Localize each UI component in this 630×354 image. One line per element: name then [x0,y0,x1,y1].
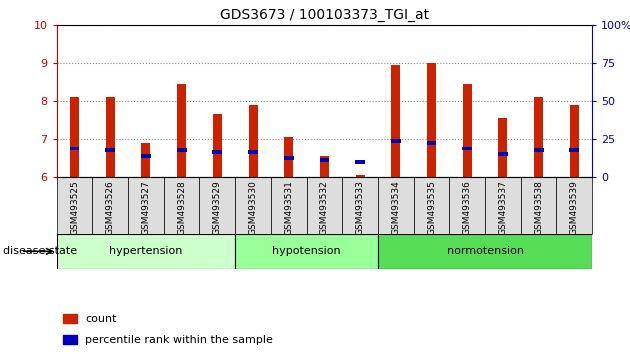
Bar [462,147,472,150]
Bar [70,97,79,177]
Text: GSM493532: GSM493532 [320,180,329,235]
Text: count: count [85,314,117,324]
Bar [556,177,592,234]
Bar [378,177,414,234]
Bar [355,160,365,164]
Text: disease state: disease state [3,246,77,256]
Bar [570,105,579,177]
Bar [249,105,258,177]
Bar [414,177,449,234]
Text: GSM493536: GSM493536 [463,180,472,235]
Text: GSM493526: GSM493526 [106,180,115,235]
Bar [284,156,294,160]
Text: GSM493531: GSM493531 [284,180,293,235]
Bar [356,175,365,177]
Bar [142,143,151,177]
Bar [570,148,579,152]
Bar [319,158,329,162]
Text: percentile rank within the sample: percentile rank within the sample [85,335,273,345]
Bar [427,63,436,177]
Bar [213,114,222,177]
Bar [105,148,115,152]
Text: GSM493534: GSM493534 [391,180,400,235]
Bar [284,137,293,177]
Bar [248,150,258,154]
Text: GSM493535: GSM493535 [427,180,436,235]
Text: GSM493527: GSM493527 [142,180,151,235]
Bar [521,177,556,234]
Bar [271,177,307,234]
Text: GSM493529: GSM493529 [213,180,222,235]
Title: GDS3673 / 100103373_TGI_at: GDS3673 / 100103373_TGI_at [220,8,429,22]
Bar [106,97,115,177]
Text: hypertension: hypertension [109,246,183,256]
Bar [449,177,485,234]
Text: GSM493528: GSM493528 [177,180,186,235]
Bar [498,118,507,177]
Text: GSM493537: GSM493537 [498,180,507,235]
Bar [307,177,342,234]
Bar [128,177,164,234]
Bar [164,177,200,234]
Bar [200,177,235,234]
Bar [141,154,151,158]
Bar [70,147,79,150]
Bar [177,84,186,177]
Bar [177,148,186,152]
Text: GSM493538: GSM493538 [534,180,543,235]
Bar [498,152,508,156]
Text: hypotension: hypotension [272,246,341,256]
Bar [342,177,378,234]
Text: GSM493533: GSM493533 [356,180,365,235]
Bar [235,234,378,269]
Bar [57,234,235,269]
Text: GSM493525: GSM493525 [70,180,79,235]
Bar [534,148,544,152]
Bar [320,156,329,177]
Bar [57,177,93,234]
Bar [391,139,401,143]
Bar [378,234,592,269]
Bar [235,177,271,234]
Text: GSM493539: GSM493539 [570,180,579,235]
Bar [485,177,521,234]
Bar [212,150,222,154]
Bar [463,84,472,177]
Text: GSM493530: GSM493530 [249,180,258,235]
Bar [427,141,437,145]
Bar [391,65,400,177]
Text: normotension: normotension [447,246,524,256]
Bar [534,97,543,177]
Bar [93,177,128,234]
